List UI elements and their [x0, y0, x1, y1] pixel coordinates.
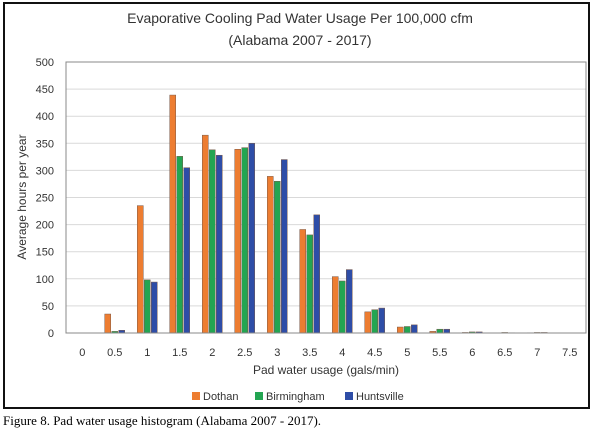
x-tick-label: 0.5 — [107, 347, 122, 359]
y-tick-label: 450 — [36, 84, 54, 96]
bar-birmingham-3 — [274, 180, 281, 334]
bar-dothan-3 — [267, 176, 274, 334]
legend-label: Dothan — [203, 391, 238, 403]
x-axis-label: Pad water usage (gals/min) — [253, 363, 399, 377]
x-tick-label: 6 — [469, 347, 475, 359]
bar-dothan-1 — [137, 205, 144, 334]
bar-huntsville-1 — [151, 281, 158, 334]
y-tick-label: 100 — [36, 274, 54, 286]
bar-huntsville-4 — [346, 269, 353, 334]
bar-huntsville-5 — [411, 324, 418, 334]
x-tick-label: 5.5 — [432, 347, 447, 359]
bar-birmingham-5 — [404, 326, 411, 334]
chart-subtitle: (Alabama 2007 - 2017) — [228, 32, 371, 48]
x-tick-label: 2 — [209, 347, 215, 359]
x-tick-label: 5 — [404, 347, 410, 359]
y-axis-label: Average hours per year — [15, 134, 29, 259]
bar-dothan-1.5 — [169, 94, 176, 334]
bar-birmingham-1 — [144, 279, 151, 334]
x-tick-labels: 0 0.5 1 1.5 2 2.5 3 3.5 4 4.5 5 5.5 6 6.5 7 7.5 — [79, 347, 577, 359]
bar-huntsville-5.5 — [443, 328, 450, 334]
x-tick-label: 7.5 — [562, 347, 577, 359]
legend-item-birmingham: Birmingham — [255, 391, 325, 403]
bar-dothan-5 — [397, 326, 404, 334]
y-tick-label: 50 — [42, 301, 54, 313]
bar-dothan-3.5 — [299, 229, 306, 334]
bar-dothan-4 — [332, 276, 339, 334]
legend: Dothan Birmingham Huntsville — [192, 391, 404, 403]
bar-dothan-0.5 — [104, 313, 111, 334]
chart-title: Evaporative Cooling Pad Water Usage Per … — [127, 10, 473, 26]
plot-area-border — [65, 61, 587, 334]
bar-birmingham-2 — [209, 149, 216, 334]
bar-birmingham-2.5 — [241, 147, 248, 334]
legend-label: Birmingham — [266, 391, 325, 403]
x-tick-label: 4 — [339, 347, 345, 359]
chart-frame — [3, 2, 590, 409]
bar-birmingham-4.5 — [371, 309, 378, 334]
y-tick-label: 400 — [36, 111, 54, 123]
x-tick-label: 6.5 — [497, 347, 512, 359]
bar-huntsville-1.5 — [183, 167, 190, 334]
figure-caption: Figure 8. Pad water usage histogram (Ala… — [3, 413, 322, 428]
bar-dothan-4.5 — [364, 311, 371, 334]
bar-huntsville-2 — [216, 154, 223, 334]
legend-swatch — [345, 392, 353, 400]
bar-birmingham-3.5 — [306, 234, 313, 334]
legend-swatch — [192, 392, 200, 400]
bar-huntsville-4.5 — [378, 307, 385, 334]
y-tick-labels: 0 50 100 150 200 250 300 350 400 450 500 — [36, 57, 54, 340]
legend-item-dothan: Dothan — [192, 391, 238, 403]
x-tick-label: 1 — [144, 347, 150, 359]
x-tick-label: 4.5 — [367, 347, 382, 359]
y-tick-label: 350 — [36, 138, 54, 150]
y-tick-label: 250 — [36, 193, 54, 205]
y-tick-label: 300 — [36, 165, 54, 177]
bar-birmingham-5.5 — [436, 328, 443, 334]
bar-huntsville-2.5 — [248, 143, 255, 334]
bar-birmingham-1.5 — [176, 156, 183, 334]
y-tick-label: 200 — [36, 220, 54, 232]
bars — [104, 94, 548, 334]
bar-dothan-2 — [202, 134, 209, 334]
x-tick-label: 0 — [79, 347, 85, 359]
legend-swatch — [255, 392, 263, 400]
x-tick-label: 1.5 — [172, 347, 187, 359]
bar-birmingham-4 — [339, 280, 346, 334]
y-tick-label: 500 — [36, 57, 54, 69]
x-tick-label: 7 — [534, 347, 540, 359]
x-tick-label: 3 — [274, 347, 280, 359]
x-tick-label: 2.5 — [237, 347, 252, 359]
bar-dothan-2.5 — [234, 149, 241, 334]
y-tick-label: 150 — [36, 247, 54, 259]
legend-label: Huntsville — [356, 391, 404, 403]
y-tick-label: 0 — [48, 328, 54, 340]
bar-huntsville-3.5 — [313, 214, 320, 334]
x-tick-label: 3.5 — [302, 347, 317, 359]
legend-item-huntsville: Huntsville — [345, 391, 404, 403]
bar-huntsville-3 — [281, 159, 288, 334]
